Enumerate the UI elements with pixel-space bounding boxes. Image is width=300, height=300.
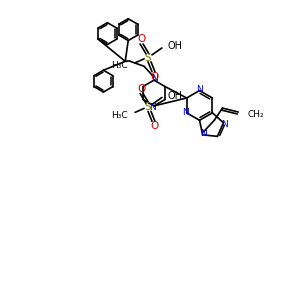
Text: N: N <box>182 108 189 117</box>
Text: O: O <box>151 72 159 82</box>
Text: N: N <box>221 120 228 129</box>
Text: H₃C: H₃C <box>112 111 128 120</box>
Text: N: N <box>200 129 207 138</box>
Text: O: O <box>137 84 145 94</box>
Text: H₃C: H₃C <box>112 61 128 70</box>
Text: S: S <box>145 53 151 63</box>
Text: O: O <box>137 34 145 44</box>
Text: N: N <box>152 74 158 83</box>
Text: O: O <box>151 121 159 131</box>
Text: N: N <box>150 103 156 112</box>
Text: N: N <box>196 85 203 94</box>
Text: CH₂: CH₂ <box>247 110 264 118</box>
Text: OH: OH <box>168 91 183 100</box>
Text: OH: OH <box>168 41 183 51</box>
Text: S: S <box>145 102 151 112</box>
